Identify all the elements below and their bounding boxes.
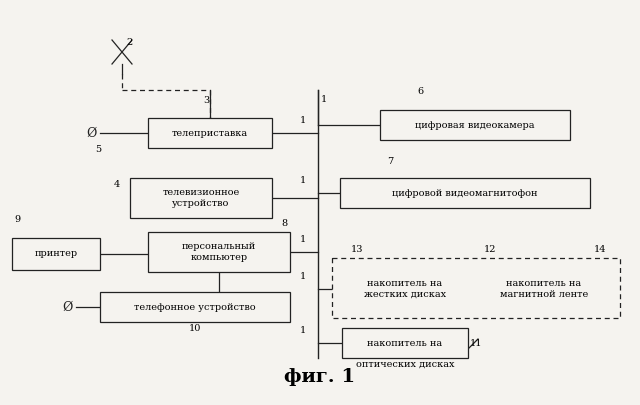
- Text: телефонное устройство: телефонное устройство: [134, 303, 256, 311]
- Text: цифровая видеокамера: цифровая видеокамера: [415, 121, 535, 130]
- Text: 12: 12: [484, 245, 497, 254]
- Bar: [100, 292, 290, 322]
- Text: 3: 3: [203, 96, 209, 105]
- Text: 10: 10: [189, 324, 201, 333]
- Text: 1: 1: [300, 116, 306, 125]
- Text: 9: 9: [14, 215, 20, 224]
- Text: накопитель на
магнитной ленте: накопитель на магнитной ленте: [500, 279, 588, 299]
- Text: накопитель на
жестких дисках: накопитель на жестких дисках: [364, 279, 446, 299]
- Text: 6: 6: [417, 87, 423, 96]
- Text: Ø: Ø: [63, 301, 73, 313]
- Text: фиг. 1: фиг. 1: [284, 368, 356, 386]
- Bar: [332, 258, 620, 318]
- Text: телеприставка: телеприставка: [172, 128, 248, 138]
- Text: телевизионное
устройство: телевизионное устройство: [163, 188, 239, 208]
- Text: Ø: Ø: [87, 126, 97, 139]
- Text: цифровой видеомагнитофон: цифровой видеомагнитофон: [392, 188, 538, 198]
- Bar: [342, 268, 468, 310]
- Text: персональный
компьютер: персональный компьютер: [182, 242, 256, 262]
- Bar: [342, 328, 468, 358]
- Text: 1: 1: [300, 326, 306, 335]
- Text: 8: 8: [282, 219, 288, 228]
- Text: 14: 14: [594, 245, 606, 254]
- Bar: [148, 118, 272, 148]
- Text: накопитель на: накопитель на: [367, 339, 443, 347]
- Text: 1: 1: [300, 235, 306, 244]
- Text: 1: 1: [300, 176, 306, 185]
- Text: 1: 1: [300, 272, 306, 281]
- Bar: [380, 110, 570, 140]
- Text: 11: 11: [470, 339, 483, 347]
- Text: 4: 4: [114, 180, 120, 189]
- Bar: [340, 178, 590, 208]
- Text: 2: 2: [126, 38, 132, 47]
- Bar: [478, 268, 610, 310]
- Text: оптических дисках: оптических дисках: [356, 360, 454, 369]
- Bar: [148, 232, 290, 272]
- Text: принтер: принтер: [35, 249, 77, 258]
- Text: 1: 1: [321, 95, 327, 104]
- Bar: [12, 238, 100, 270]
- Text: 7: 7: [387, 157, 393, 166]
- Bar: [130, 178, 272, 218]
- Text: 5: 5: [95, 145, 101, 154]
- Text: 13: 13: [351, 245, 364, 254]
